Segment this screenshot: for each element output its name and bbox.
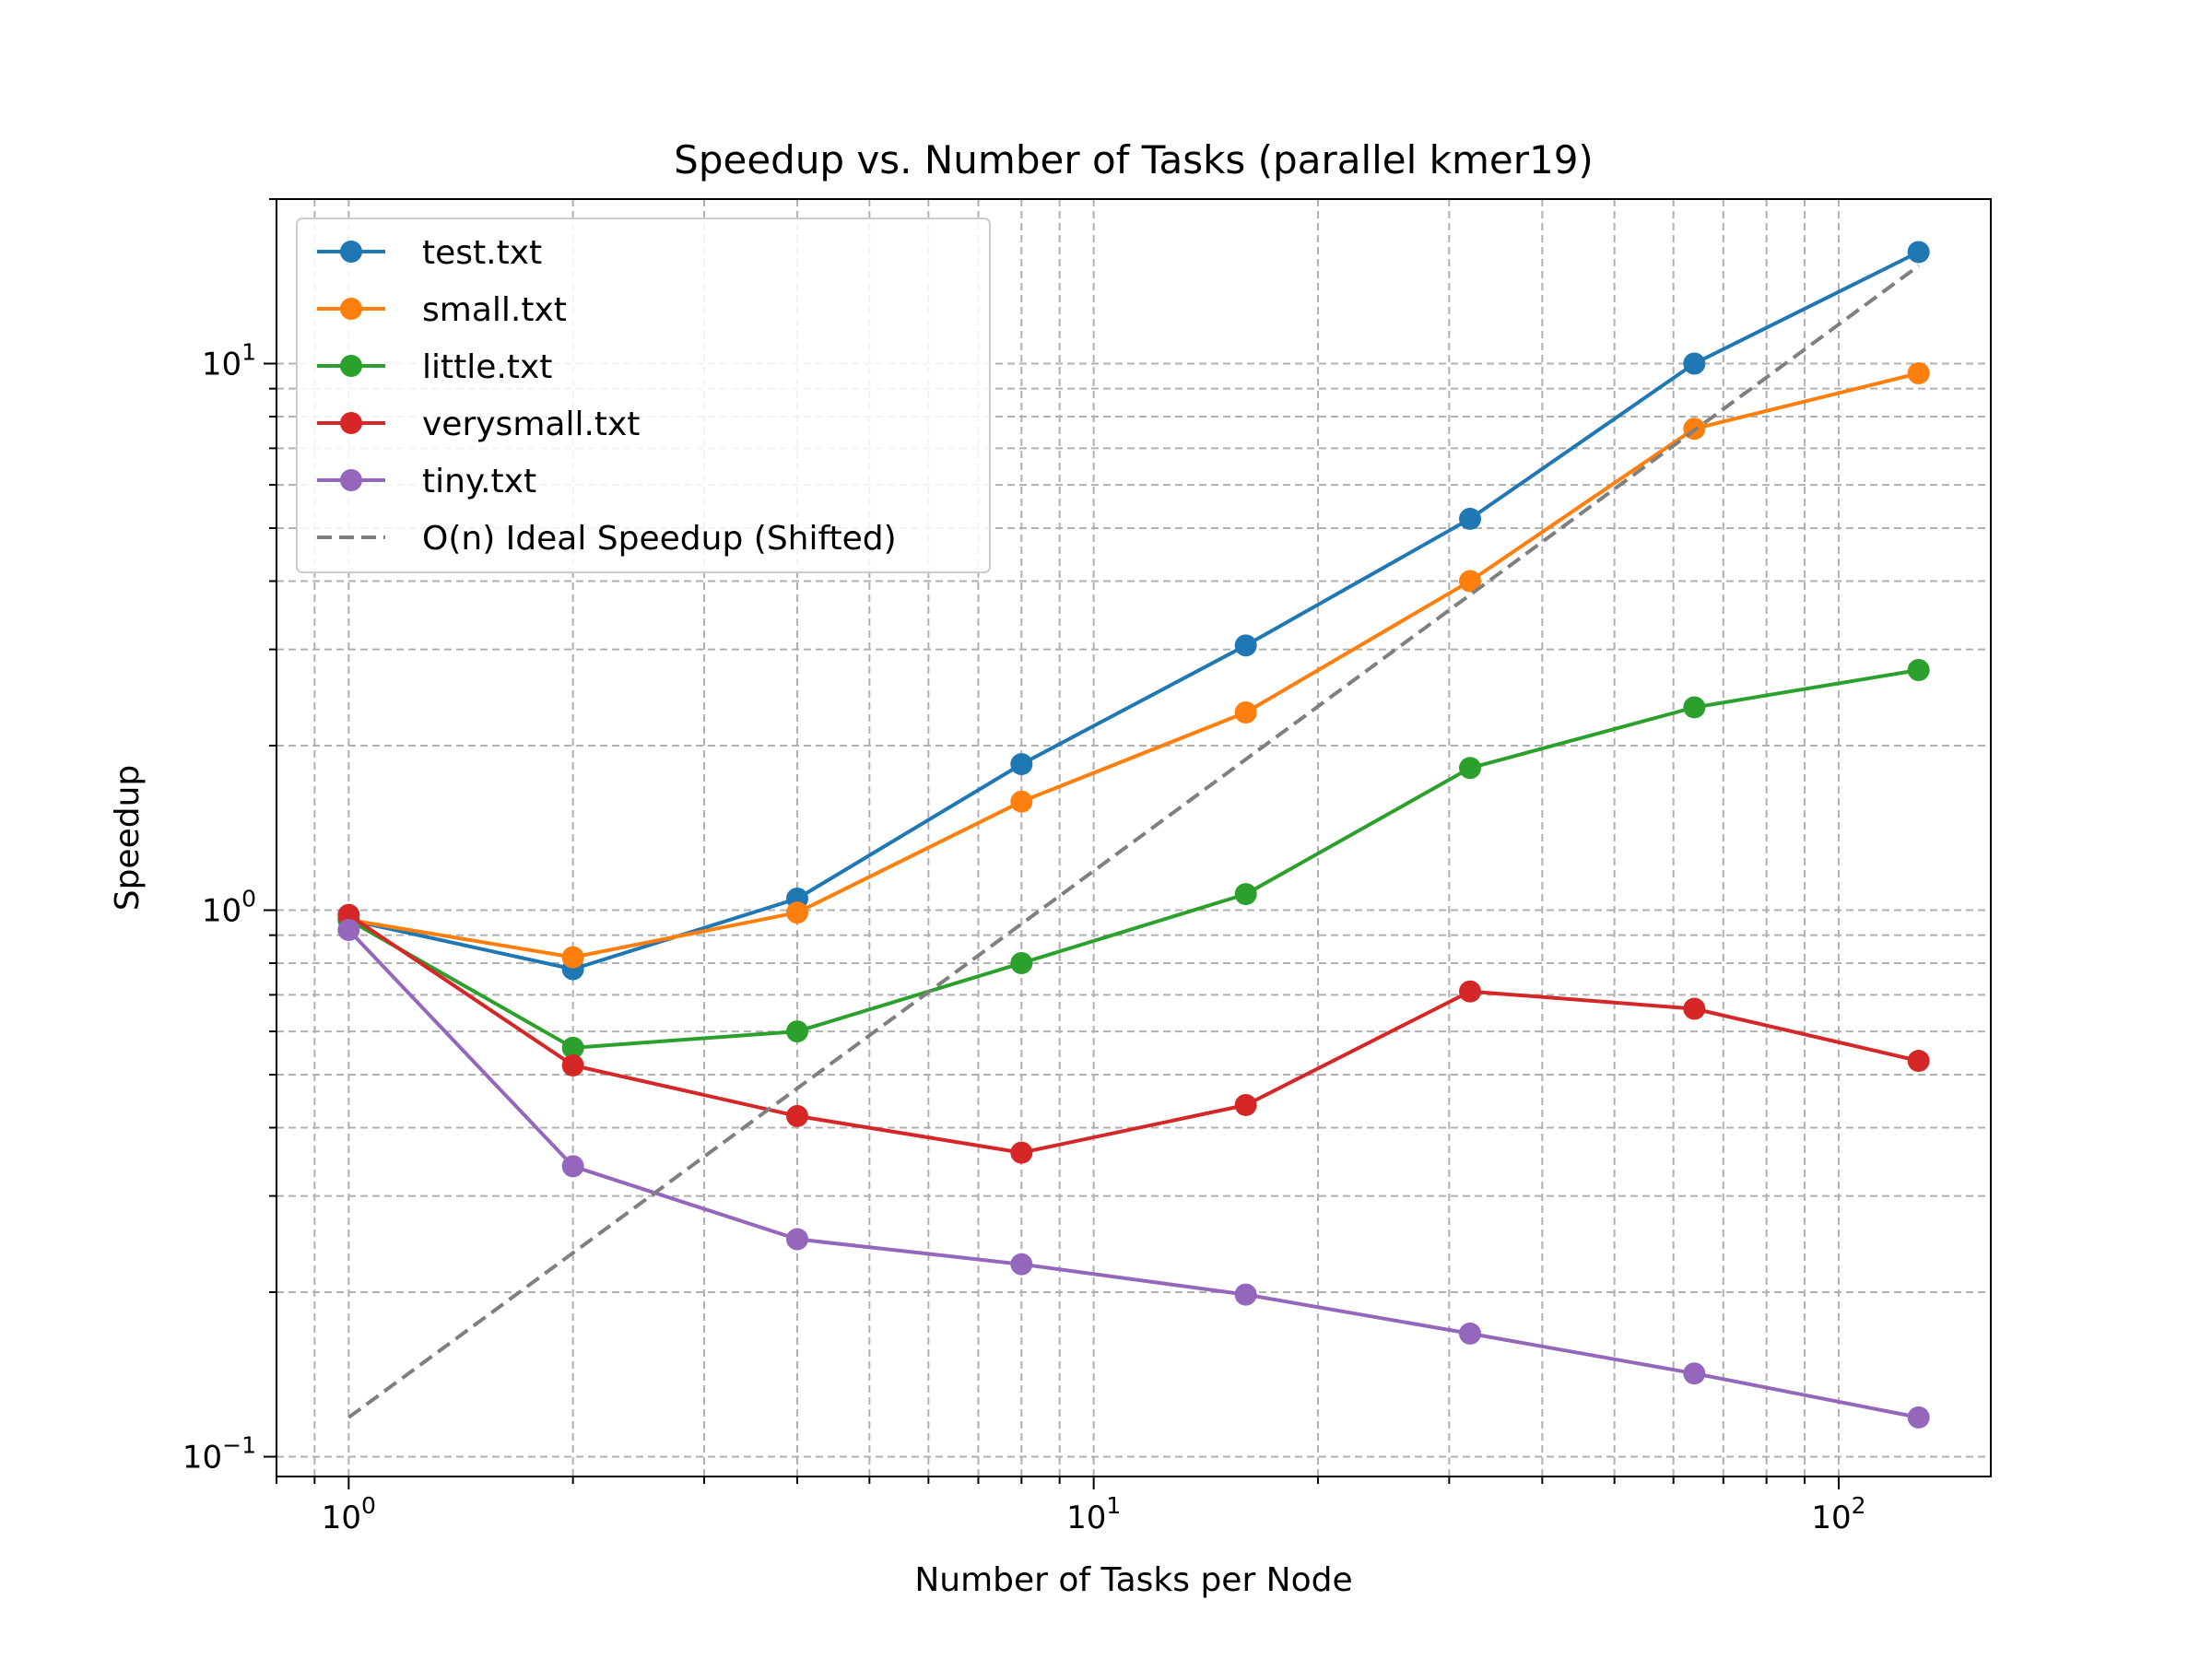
data-point xyxy=(1458,570,1481,593)
legend: test.txt small.txt little.txt verysmall.txt… xyxy=(296,218,991,573)
legend-swatch-marker xyxy=(340,469,362,491)
legend-swatch-marker xyxy=(340,412,362,434)
series-line xyxy=(347,264,1920,1419)
data-point xyxy=(1234,1093,1257,1116)
chart-title: Speedup vs. Number of Tasks (parallel km… xyxy=(674,137,1594,182)
data-point xyxy=(786,1228,809,1251)
legend-swatch-marker xyxy=(340,355,362,377)
data-point xyxy=(1907,362,1930,385)
y-tick-label-exponent: −1 xyxy=(222,1432,256,1459)
data-point xyxy=(1458,1322,1481,1345)
x-tick-label: 102 xyxy=(1811,1492,1865,1536)
data-point xyxy=(1010,753,1033,776)
y-tick-label-base: 10 xyxy=(202,347,241,383)
x-tick-label: 100 xyxy=(322,1492,376,1536)
legend-item: tiny.txt xyxy=(317,463,536,500)
series-1 xyxy=(337,362,1930,969)
data-point xyxy=(786,1020,809,1043)
x-tick-label-base: 10 xyxy=(1066,1500,1106,1536)
data-point xyxy=(1234,1283,1257,1306)
data-point xyxy=(561,1036,584,1059)
legend-item: little.txt xyxy=(317,348,552,386)
y-tick-label: 10−1 xyxy=(182,1432,256,1477)
x-tick-label: 101 xyxy=(1066,1492,1121,1536)
x-tick-label-exponent: 0 xyxy=(361,1492,376,1519)
legend-label: test.txt xyxy=(422,234,542,272)
data-point xyxy=(1234,701,1257,724)
x-tick-label-base: 10 xyxy=(1811,1500,1851,1536)
data-point xyxy=(786,1104,809,1127)
x-axis-label: Number of Tasks per Node xyxy=(914,1561,1352,1599)
y-tick-label-base: 10 xyxy=(202,893,241,930)
data-point xyxy=(561,946,584,969)
data-point xyxy=(1010,790,1033,813)
data-point xyxy=(786,901,809,924)
data-point xyxy=(1234,883,1257,906)
series-line xyxy=(347,913,1920,1155)
data-point xyxy=(1010,951,1033,974)
series-line xyxy=(347,371,1920,959)
data-point xyxy=(1234,634,1257,657)
data-point xyxy=(1683,1362,1706,1385)
legend-label: little.txt xyxy=(422,348,552,386)
legend-item: small.txt xyxy=(317,291,567,329)
plot-frame xyxy=(276,198,1992,1477)
data-point xyxy=(561,1155,584,1178)
data-point xyxy=(1010,1141,1033,1164)
data-point xyxy=(1458,980,1481,1003)
legend-swatch-marker xyxy=(340,241,362,263)
data-point xyxy=(1458,757,1481,780)
data-point xyxy=(1683,997,1706,1020)
data-point xyxy=(1010,1253,1033,1276)
data-point xyxy=(1907,1406,1930,1429)
series-3 xyxy=(337,903,1930,1164)
legend-box xyxy=(296,218,991,573)
y-tick-label-exponent: 1 xyxy=(241,339,256,366)
legend-label: tiny.txt xyxy=(422,463,536,500)
legend-label: small.txt xyxy=(422,291,567,329)
series-line xyxy=(347,250,1920,971)
series-line xyxy=(347,668,1920,1050)
data-point xyxy=(1907,241,1930,264)
data-point xyxy=(561,1053,584,1077)
legend-label: O(n) Ideal Speedup (Shifted) xyxy=(422,520,897,558)
legend-swatch-marker xyxy=(340,298,362,320)
y-tick-label-exponent: 0 xyxy=(241,886,256,912)
legend-label: verysmall.txt xyxy=(422,406,640,443)
data-point xyxy=(1907,1050,1930,1073)
y-tick-label-base: 10 xyxy=(182,1440,222,1477)
y-tick-label: 101 xyxy=(202,339,256,383)
series-5 xyxy=(347,264,1920,1419)
grid-lines xyxy=(276,198,1991,1477)
x-tick-label-exponent: 1 xyxy=(1106,1492,1121,1519)
data-point xyxy=(1683,352,1706,375)
legend-item: O(n) Ideal Speedup (Shifted) xyxy=(317,520,897,558)
y-tick-label: 100 xyxy=(202,886,256,930)
x-tick-label-exponent: 2 xyxy=(1852,1492,1866,1519)
data-point xyxy=(337,918,360,941)
legend-item: test.txt xyxy=(317,234,542,272)
series-line xyxy=(347,928,1920,1419)
x-tick-label-base: 10 xyxy=(322,1500,361,1536)
data-point xyxy=(1458,507,1481,530)
legend-item: verysmall.txt xyxy=(317,406,640,443)
data-point xyxy=(1683,696,1706,719)
series-4 xyxy=(337,918,1930,1429)
y-axis-label: Speedup xyxy=(109,765,147,912)
data-point xyxy=(1907,658,1930,681)
series-layer xyxy=(337,241,1930,1429)
